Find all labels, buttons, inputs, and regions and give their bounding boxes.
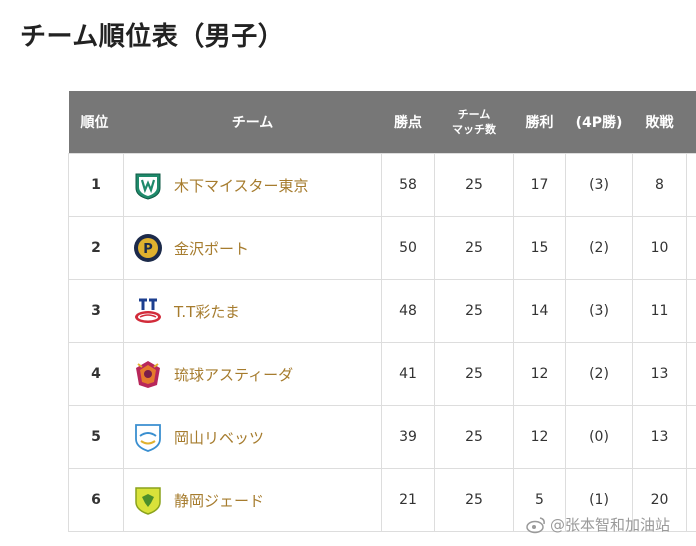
overflow-cell (686, 216, 696, 280)
shizuoka-logo-icon (135, 487, 161, 515)
4p-wins-cell: (3) (565, 153, 633, 217)
wins-cell: 12 (513, 342, 566, 406)
header-rank: 順位 (68, 91, 124, 154)
overflow-cell (686, 279, 696, 343)
standings-table-container: 順位 チーム 勝点 チーム マッチ数 勝利 (4P勝) 敗戦 1 (68, 91, 696, 532)
rank-cell: 4 (68, 342, 124, 406)
header-4p-wins: (4P勝) (565, 91, 633, 154)
okayama-logo-icon (135, 424, 161, 452)
team-link[interactable]: 金沢ポート (174, 239, 250, 258)
rank-cell: 2 (68, 216, 124, 280)
losses-cell: 11 (632, 279, 687, 343)
team-cell: T.T彩たま (123, 279, 382, 343)
wins-cell: 15 (513, 216, 566, 280)
team-cell: P 金沢ポート (123, 216, 382, 280)
page-title: チーム順位表（男子） (20, 22, 285, 52)
losses-cell: 10 (632, 216, 687, 280)
losses-cell: 13 (632, 405, 687, 469)
wins-cell: 17 (513, 153, 566, 217)
header-wins: 勝利 (513, 91, 566, 154)
overflow-cell (686, 153, 696, 217)
header-losses: 敗戦 (632, 91, 687, 154)
matches-cell: 25 (434, 153, 514, 217)
team-link[interactable]: 琉球アスティーダ (174, 365, 294, 384)
matches-cell: 25 (434, 468, 514, 532)
matches-cell: 25 (434, 342, 514, 406)
overflow-cell (686, 405, 696, 469)
wins-cell: 12 (513, 405, 566, 469)
header-matches: チーム マッチ数 (434, 91, 514, 154)
watermark-text: @张本智和加油站 (550, 516, 671, 534)
rank-cell: 6 (68, 468, 124, 532)
matches-cell: 25 (434, 216, 514, 280)
weibo-icon (526, 516, 545, 533)
team-cell: 琉球アスティーダ (123, 342, 382, 406)
4p-wins-cell: (2) (565, 216, 633, 280)
overflow-cell (686, 468, 696, 532)
losses-cell: 8 (632, 153, 687, 217)
points-cell: 39 (381, 405, 435, 469)
rank-cell: 3 (68, 279, 124, 343)
matches-cell: 25 (434, 279, 514, 343)
points-cell: 50 (381, 216, 435, 280)
overflow-cell (686, 342, 696, 406)
points-cell: 58 (381, 153, 435, 217)
4p-wins-cell: (3) (565, 279, 633, 343)
points-cell: 48 (381, 279, 435, 343)
table-header-row: 順位 チーム 勝点 チーム マッチ数 勝利 (4P勝) 敗戦 (68, 91, 696, 154)
table-row: 4 琉球アスティーダ 41 25 12 (2) 13 (68, 342, 696, 406)
header-points: 勝点 (381, 91, 435, 154)
header-overflow (686, 91, 696, 154)
header-matches-line1: チーム (457, 108, 491, 121)
header-team: チーム (123, 91, 382, 154)
points-cell: 41 (381, 342, 435, 406)
matches-cell: 25 (434, 405, 514, 469)
team-cell: 岡山リベッツ (123, 405, 382, 469)
tt-saitama-logo-icon (135, 298, 161, 323)
4p-wins-cell: (2) (565, 342, 633, 406)
table-row: 2 P 金沢ポート 50 25 15 (2) 10 (68, 216, 696, 280)
rank-cell: 5 (68, 405, 124, 469)
4p-wins-cell: (1) (565, 468, 633, 532)
losses-cell: 13 (632, 342, 687, 406)
ryukyu-logo-icon (136, 361, 160, 388)
table-row: 6 静岡ジェード 21 25 5 (1) 20 (68, 468, 696, 532)
watermark: @张本智和加油站 (526, 514, 670, 535)
header-matches-line2: マッチ数 (452, 123, 496, 136)
team-link[interactable]: T.T彩たま (174, 302, 240, 321)
team-link[interactable]: 静岡ジェード (174, 491, 265, 510)
standings-table: 順位 チーム 勝点 チーム マッチ数 勝利 (4P勝) 敗戦 1 (68, 91, 696, 532)
svg-text:P: P (143, 242, 153, 257)
team-cell: 静岡ジェード (123, 468, 382, 532)
table-row: 5 岡山リベッツ 39 25 12 (0) 13 (68, 405, 696, 469)
kinoshita-logo-icon (135, 173, 161, 200)
team-link[interactable]: 木下マイスター東京 (174, 176, 309, 195)
4p-wins-cell: (0) (565, 405, 633, 469)
table-row: 1 木下マイスター東京 58 25 17 (3) 8 (68, 153, 696, 217)
points-cell: 21 (381, 468, 435, 532)
table-row: 3 T.T彩たま 48 25 14 (3) 11 (68, 279, 696, 343)
team-cell: 木下マイスター東京 (123, 153, 382, 217)
rank-cell: 1 (68, 153, 124, 217)
losses-cell: 20 (632, 468, 687, 532)
wins-cell: 14 (513, 279, 566, 343)
kanazawa-logo-icon: P (134, 234, 162, 262)
team-link[interactable]: 岡山リベッツ (174, 428, 265, 447)
